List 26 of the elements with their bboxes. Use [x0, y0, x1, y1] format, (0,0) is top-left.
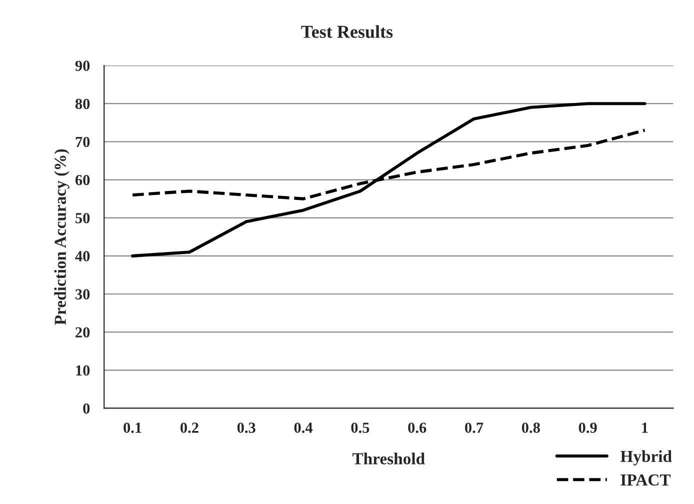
- legend-label: IPACT: [620, 474, 671, 486]
- y-tick-label: 60: [75, 174, 90, 186]
- x-tick-label: 1: [642, 422, 648, 433]
- x-tick-label: 0.7: [465, 422, 484, 433]
- y-tick-label: 40: [75, 251, 90, 262]
- y-tick-label: 30: [76, 289, 90, 300]
- x-tick-label: 0.9: [578, 422, 597, 433]
- y-tick-label: 90: [75, 60, 90, 71]
- y-tick-label: 10: [76, 365, 90, 376]
- x-tick-label: 0.1: [124, 422, 142, 433]
- x-tick-label: 0.3: [237, 422, 256, 433]
- chart-title: Test Results: [301, 25, 393, 38]
- legend-label: Hybrid: [620, 450, 672, 466]
- x-axis-title: Threshold: [352, 452, 425, 464]
- x-tick-label: 0.6: [408, 422, 426, 433]
- x-tick-label: 0.4: [294, 422, 313, 433]
- y-axis-title: Prediction Accuracy (%): [54, 149, 70, 325]
- x-tick-label: 0.5: [351, 422, 370, 433]
- x-tick-label: 0.8: [522, 422, 540, 433]
- y-tick-label: 80: [75, 98, 90, 110]
- y-tick-label: 0: [83, 403, 90, 414]
- y-tick-label: 70: [76, 136, 90, 148]
- y-tick-label: 50: [76, 212, 90, 224]
- x-tick-label: 0.2: [180, 422, 198, 433]
- y-tick-label: 20: [76, 327, 90, 338]
- line-series: [131, 102, 646, 258]
